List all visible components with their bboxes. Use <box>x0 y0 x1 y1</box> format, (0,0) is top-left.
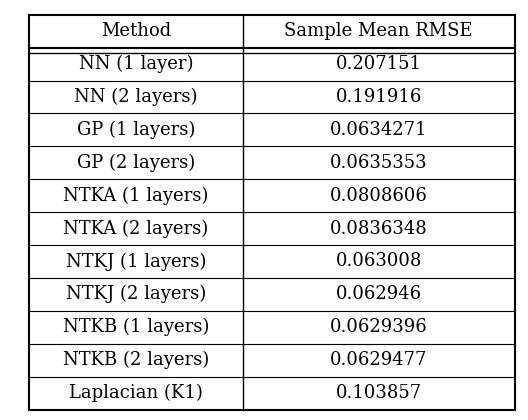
Text: NTKB (1 layers): NTKB (1 layers) <box>63 318 209 336</box>
Text: 0.103857: 0.103857 <box>336 384 422 402</box>
Text: GP (2 layers): GP (2 layers) <box>77 154 195 172</box>
Text: 0.0836348: 0.0836348 <box>330 220 428 238</box>
Text: NTKJ (2 layers): NTKJ (2 layers) <box>66 285 206 304</box>
Text: NTKB (2 layers): NTKB (2 layers) <box>63 351 209 369</box>
Text: 0.191916: 0.191916 <box>336 88 422 106</box>
Text: Sample Mean RMSE: Sample Mean RMSE <box>285 22 473 40</box>
Text: 0.0634271: 0.0634271 <box>330 121 428 139</box>
Text: Laplacian (K1): Laplacian (K1) <box>69 384 203 402</box>
Text: Method: Method <box>101 22 171 40</box>
Text: NN (2 layers): NN (2 layers) <box>74 88 197 106</box>
Text: 0.0808606: 0.0808606 <box>330 186 428 205</box>
Text: 0.062946: 0.062946 <box>336 285 422 303</box>
Text: 0.063008: 0.063008 <box>336 252 422 270</box>
Text: 0.207151: 0.207151 <box>336 55 422 73</box>
Text: NTKA (1 layers): NTKA (1 layers) <box>63 186 209 205</box>
Text: 0.0635353: 0.0635353 <box>330 154 428 172</box>
Text: 0.0629477: 0.0629477 <box>330 351 428 369</box>
Text: NTKJ (1 layers): NTKJ (1 layers) <box>65 252 206 270</box>
Text: 0.0629396: 0.0629396 <box>330 318 428 336</box>
Text: NTKA (2 layers): NTKA (2 layers) <box>63 219 209 238</box>
Text: NN (1 layer): NN (1 layer) <box>79 55 193 73</box>
Text: GP (1 layers): GP (1 layers) <box>77 121 195 139</box>
